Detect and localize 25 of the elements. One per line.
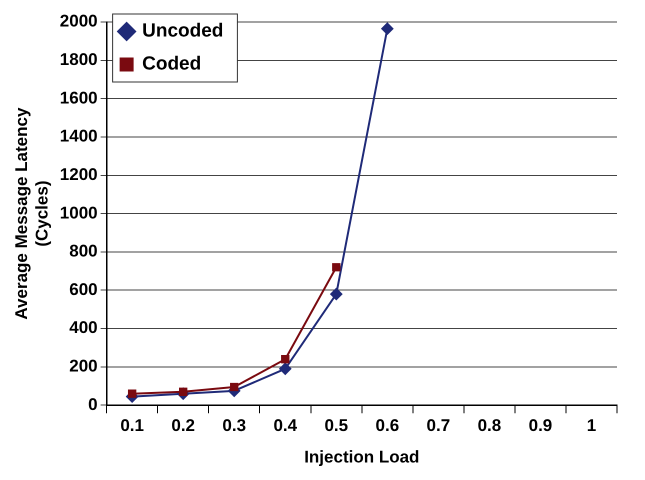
legend-label: Uncoded (142, 20, 224, 42)
y-tick-label: 400 (69, 318, 98, 338)
x-tick-label: 0.3 (222, 416, 246, 436)
y-axis-title: Average Message Latency (Cycles) (12, 107, 52, 320)
y-tick-label: 2000 (60, 12, 98, 31)
x-tick-label: 0.9 (528, 416, 552, 436)
legend-label: Coded (142, 54, 202, 75)
y-tick-label: 200 (69, 356, 98, 376)
x-tick-label: 0.2 (171, 416, 195, 436)
x-tick-label: 0.8 (478, 416, 502, 436)
y-tick-label: 1800 (60, 50, 98, 70)
x-axis-title: Injection Load (304, 447, 420, 466)
x-tick-label: 1 (586, 416, 596, 436)
y-tick-label: 600 (69, 280, 98, 299)
x-tick-label: 0.7 (426, 416, 450, 436)
y-tick-label: 1600 (60, 88, 98, 108)
x-tick-label: 0.1 (120, 416, 144, 436)
x-tick-label: 0.5 (324, 416, 348, 436)
x-tick-label: 0.4 (273, 416, 298, 436)
y-tick-label: 1200 (60, 164, 98, 184)
y-tick-label: 1000 (60, 203, 98, 222)
y-tick-label: 800 (69, 242, 98, 261)
y-tick-label: 1400 (60, 126, 98, 146)
y-tick-label: 0 (88, 394, 98, 414)
x-tick-label: 0.6 (376, 416, 400, 436)
